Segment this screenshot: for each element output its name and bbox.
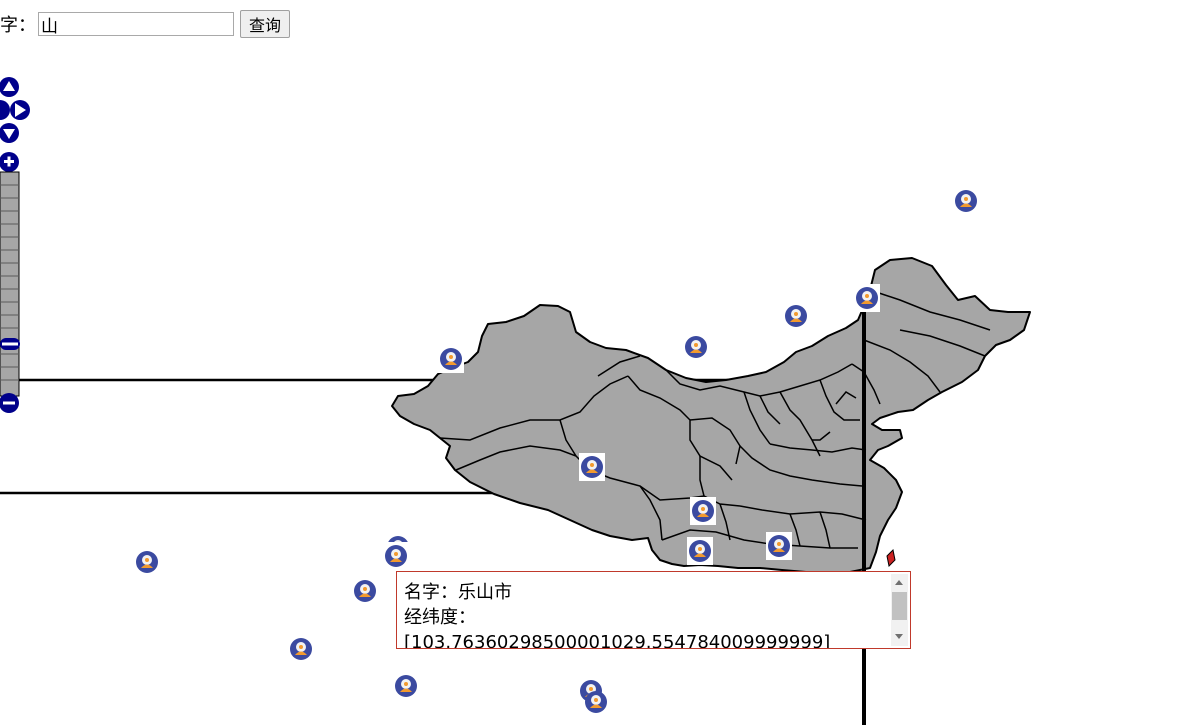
zoom-slider-track[interactable]	[0, 171, 20, 397]
scrollbar-thumb[interactable]	[892, 592, 907, 620]
province-borders	[439, 289, 991, 549]
map-marker-icon[interactable]	[685, 336, 707, 358]
map-marker-icon[interactable]	[383, 542, 409, 570]
zoom-slider-handle[interactable]	[0, 338, 20, 350]
map-marker-icon[interactable]	[354, 580, 376, 602]
map-marker-icon[interactable]	[955, 190, 977, 212]
map-marker-icon[interactable]	[136, 551, 158, 573]
search-input[interactable]	[38, 12, 234, 36]
popup-content: 名字：乐山市 经纬度： [103.76360298500001029.55478…	[404, 580, 886, 649]
search-bar: 字： 查询	[0, 8, 291, 40]
zoom-out-button[interactable]	[0, 393, 19, 413]
map-marker-icon[interactable]	[438, 345, 464, 373]
zoom-in-button[interactable]	[0, 152, 19, 172]
popup-scrollbar[interactable]	[891, 574, 908, 646]
pan-left-button[interactable]	[0, 100, 10, 120]
popup-coord-value: [103.76360298500001029.554784009999999]	[404, 632, 831, 649]
search-button[interactable]: 查询	[240, 10, 291, 38]
map-marker-icon[interactable]	[690, 497, 716, 525]
scroll-up-arrow-icon[interactable]	[895, 580, 903, 585]
pan-down-button[interactable]	[0, 123, 19, 143]
popup-name-line: 名字：乐山市	[404, 582, 512, 603]
scroll-down-arrow-icon[interactable]	[895, 634, 903, 639]
map-marker-icon[interactable]	[766, 532, 792, 560]
china-land	[391, 257, 1031, 575]
map-marker-icon[interactable]	[290, 638, 312, 660]
map-marker-icon[interactable]	[395, 675, 417, 697]
map-marker-icon[interactable]	[854, 284, 880, 312]
map-marker-icon[interactable]	[687, 537, 713, 565]
pan-up-button[interactable]	[0, 77, 19, 97]
map-navigation-controls	[0, 77, 30, 413]
map-marker-icon[interactable]	[585, 691, 607, 713]
popup-coord-label: 经纬度：	[404, 607, 476, 628]
search-label: 字：	[0, 15, 36, 36]
island-mark	[886, 548, 896, 568]
map-marker-icon[interactable]	[785, 305, 807, 327]
pan-right-button[interactable]	[10, 100, 30, 120]
feature-popup: 名字：乐山市 经纬度： [103.76360298500001029.55478…	[396, 571, 911, 649]
map-marker-icon[interactable]	[579, 453, 605, 481]
